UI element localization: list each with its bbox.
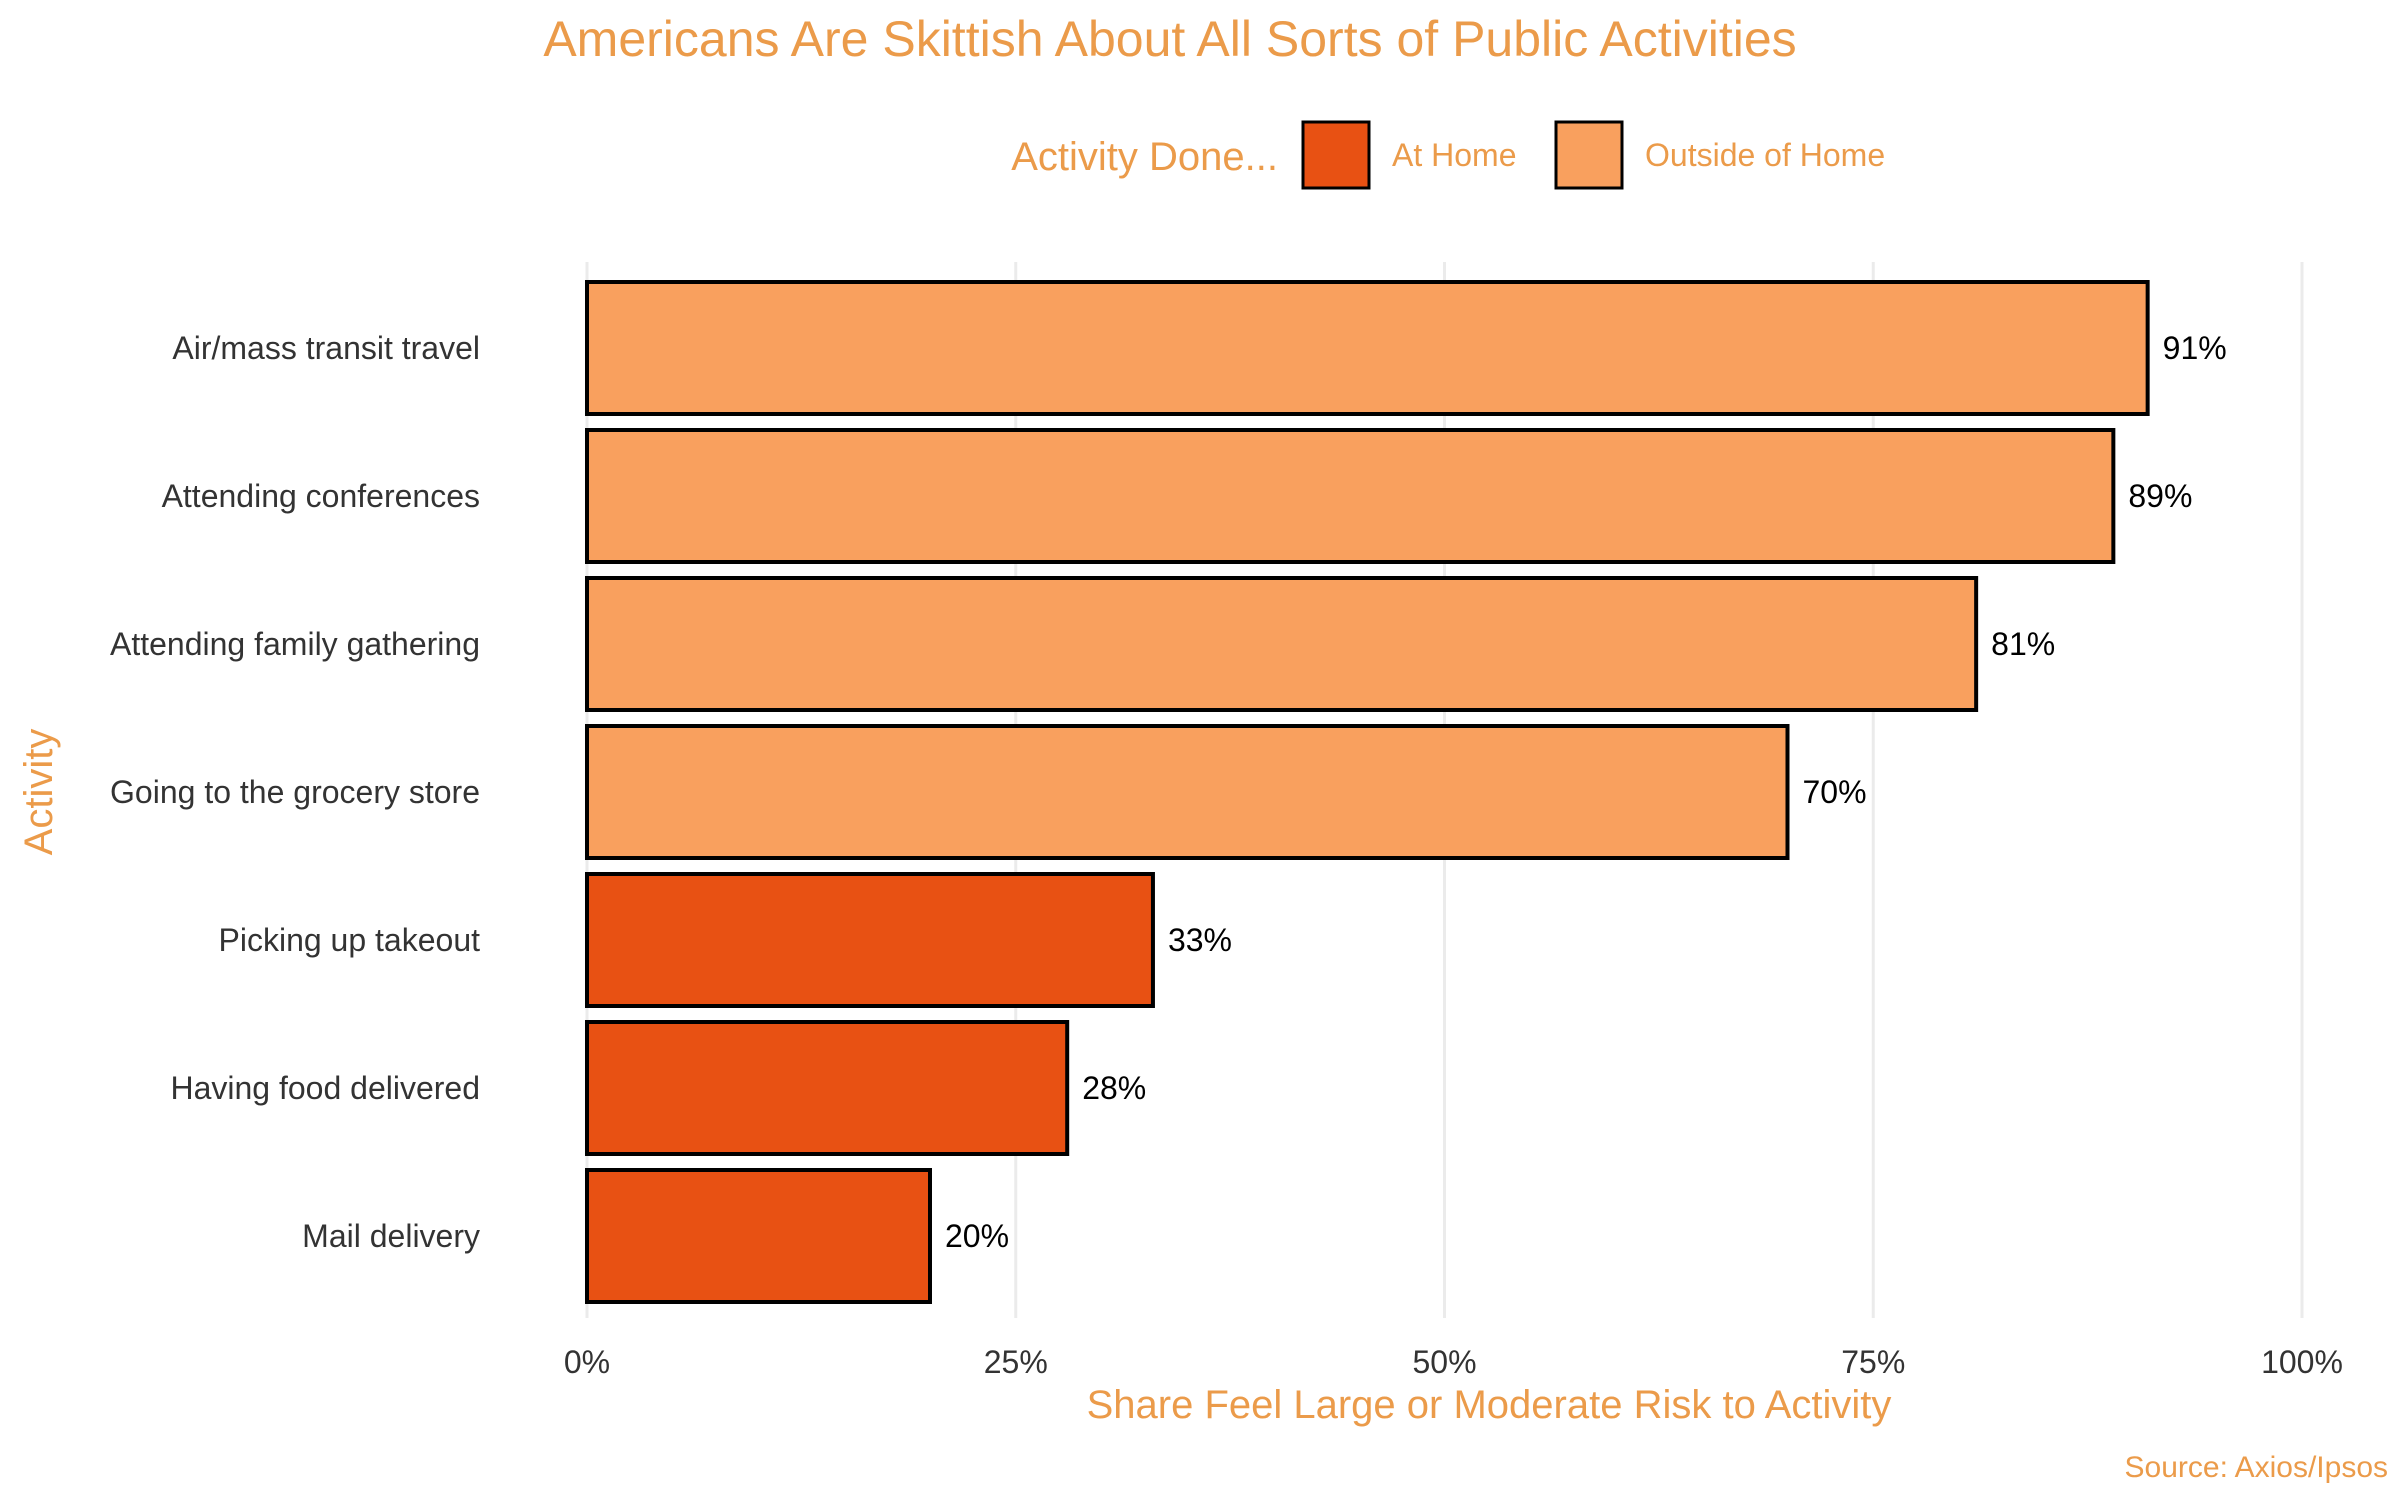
x-tick-label-75: 75% xyxy=(1841,1344,1905,1380)
category-label-air-mass-transit-travel: Air/mass transit travel xyxy=(172,330,480,366)
y-axis-title: Activity xyxy=(17,729,61,856)
x-tick-label-0: 0% xyxy=(564,1344,610,1380)
labels: 0% 25% 50% 75% 100% Air/mass transit travel 91… xyxy=(110,330,2343,1380)
source-caption: Source: Axios/Ipsos xyxy=(2125,1451,2388,1484)
x-axis-title: Share Feel Large or Moderate Risk to Act… xyxy=(1087,1383,1892,1427)
data-label-attending-conferences: 89% xyxy=(2128,478,2192,514)
bars xyxy=(585,280,2150,1304)
bar-air-mass-transit-travel xyxy=(585,280,2150,416)
data-label-picking-up-takeout: 33% xyxy=(1168,922,1232,958)
legend: Activity Done... At Home Outside of Home xyxy=(1011,120,1885,190)
legend-swatch-outside-home xyxy=(1554,120,1624,190)
bar-attending-conferences xyxy=(585,428,2116,564)
legend-swatch-at-home xyxy=(1301,120,1371,190)
x-tick-label-25: 25% xyxy=(984,1344,1048,1380)
x-tick-label-50: 50% xyxy=(1412,1344,1476,1380)
data-label-attending-family-gathering: 81% xyxy=(1991,626,2055,662)
bar-picking-up-takeout xyxy=(585,872,1155,1008)
category-label-mail-delivery: Mail delivery xyxy=(302,1218,480,1254)
category-label-attending-family-gathering: Attending family gathering xyxy=(110,626,480,662)
bar-going-to-the-grocery-store xyxy=(585,724,1790,860)
category-label-picking-up-takeout: Picking up takeout xyxy=(219,922,481,958)
category-label-having-food-delivered: Having food delivered xyxy=(170,1070,480,1106)
legend-title: Activity Done... xyxy=(1011,135,1278,179)
bar-having-food-delivered xyxy=(585,1020,1070,1156)
data-label-going-to-the-grocery-store: 70% xyxy=(1803,774,1867,810)
legend-label-outside-home: Outside of Home xyxy=(1645,137,1885,173)
legend-label-at-home: At Home xyxy=(1392,137,1516,173)
bar-mail-delivery xyxy=(585,1168,932,1304)
data-label-having-food-delivered: 28% xyxy=(1082,1070,1146,1106)
category-label-going-to-the-grocery-store: Going to the grocery store xyxy=(110,774,480,810)
chart-title: Americans Are Skittish About All Sorts o… xyxy=(543,11,1796,67)
bar-attending-family-gathering xyxy=(585,576,1979,712)
data-label-mail-delivery: 20% xyxy=(945,1218,1009,1254)
x-tick-label-100: 100% xyxy=(2261,1344,2343,1380)
data-label-air-mass-transit-travel: 91% xyxy=(2163,330,2227,366)
category-label-attending-conferences: Attending conferences xyxy=(162,478,480,514)
